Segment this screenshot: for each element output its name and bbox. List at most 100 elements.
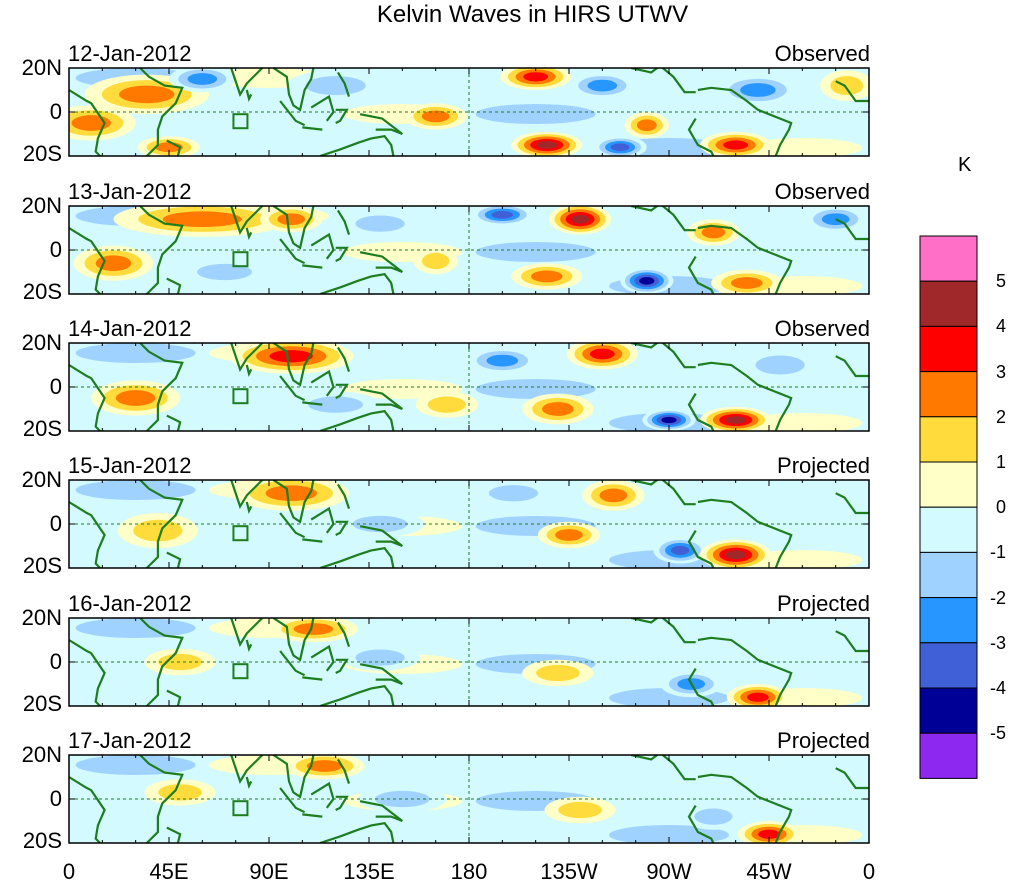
panel-4-field [69, 480, 869, 568]
anomaly-contour [158, 653, 202, 671]
coastline [69, 89, 106, 156]
anomaly-contour [421, 252, 450, 270]
colorbar-unit-label: K [958, 154, 972, 176]
coastline [166, 414, 182, 431]
colorbar-label: 2 [996, 406, 1007, 427]
colorbar-label: -3 [990, 632, 1007, 653]
coastline [335, 108, 349, 124]
anomaly-contour [523, 72, 549, 82]
coastline [697, 636, 793, 706]
region-box [232, 388, 249, 405]
anomaly-contour [115, 390, 156, 406]
colorbar-swatch [919, 461, 978, 508]
weak-anomaly [75, 755, 196, 775]
coastline [279, 375, 306, 402]
coastline [302, 676, 323, 681]
colorbar-swatch [919, 416, 978, 463]
coastline [272, 618, 315, 662]
colorbar-label: -5 [990, 723, 1007, 744]
anomaly-contour [158, 784, 202, 801]
colorbar-swatch [919, 642, 978, 689]
coastline [139, 68, 184, 156]
coastline [272, 755, 315, 799]
coastline [835, 80, 869, 103]
panel-1-field [69, 68, 869, 156]
coastline [279, 100, 306, 127]
y-tick-label: 20N [21, 330, 62, 355]
coastline [69, 364, 106, 431]
coastline [69, 776, 106, 843]
region-box [232, 663, 249, 680]
coastline [359, 113, 403, 136]
anomaly-contour [187, 73, 218, 85]
anomaly-contour [670, 545, 690, 555]
y-tick-label: 20N [21, 467, 62, 492]
panel-date: 12-Jan-2012 [68, 41, 192, 66]
coastline [630, 755, 696, 781]
coastline [697, 224, 793, 294]
coastline [302, 538, 323, 543]
coastline [319, 685, 395, 706]
coastline [193, 480, 264, 509]
colorbar-label: -2 [990, 587, 1007, 608]
x-tick-label: 135W [540, 859, 598, 884]
anomaly-contour [542, 402, 574, 416]
coastline [272, 68, 315, 112]
colorbar-label: 1 [996, 452, 1007, 472]
colorbar-swatch [919, 371, 978, 418]
coastline [336, 209, 351, 235]
colorbar-label: -4 [990, 678, 1007, 698]
coastline [687, 530, 715, 568]
coastline [630, 618, 696, 644]
colorbar-swatch [919, 687, 978, 734]
y-tick-label: 0 [49, 237, 62, 262]
x-tick-label: 90W [646, 859, 692, 884]
weak-anomaly [742, 413, 863, 431]
coastline [166, 139, 182, 156]
panel-status: Projected [777, 728, 870, 753]
anomaly-contour [536, 141, 557, 149]
coastline [336, 758, 351, 784]
anomaly-contour [491, 210, 514, 219]
coastline [310, 506, 335, 534]
anomaly-contour [486, 354, 519, 367]
anomaly-contour [555, 529, 583, 541]
coastline [279, 650, 306, 677]
anomaly-contour [488, 485, 539, 502]
y-tick-label: 0 [49, 786, 62, 811]
coastline [335, 246, 349, 262]
weak-anomaly [742, 138, 863, 156]
anomaly-contour [747, 692, 769, 702]
coastline [319, 547, 395, 568]
panel-date: 14-Jan-2012 [68, 316, 192, 341]
x-tick-label: 135E [343, 859, 395, 884]
anomaly-contour [740, 83, 776, 97]
panel-6-field [69, 755, 869, 843]
region-box [232, 251, 249, 268]
anomaly-contour [694, 808, 733, 825]
coastline [310, 644, 335, 672]
coastline [835, 218, 869, 241]
coastline [310, 781, 335, 809]
y-tick-label: 20N [21, 742, 62, 767]
y-tick-label: 20S [22, 691, 62, 716]
coastline [687, 393, 715, 431]
coastline [697, 773, 793, 843]
anomaly-contour [293, 623, 334, 635]
coastline [630, 480, 696, 506]
coastline [272, 480, 315, 524]
coastline [335, 383, 349, 399]
y-tick-label: 0 [49, 99, 62, 124]
anomaly-contour [758, 829, 780, 839]
coastline [139, 755, 184, 843]
coastline [335, 520, 349, 536]
coastline [245, 639, 253, 652]
coastline [359, 800, 403, 823]
y-tick-label: 0 [49, 511, 62, 536]
y-tick-label: 20N [21, 605, 62, 630]
coastline [835, 767, 869, 790]
coastline [336, 346, 351, 372]
region-box [232, 113, 249, 130]
anomaly-contour [308, 396, 364, 413]
coastline [139, 206, 184, 294]
